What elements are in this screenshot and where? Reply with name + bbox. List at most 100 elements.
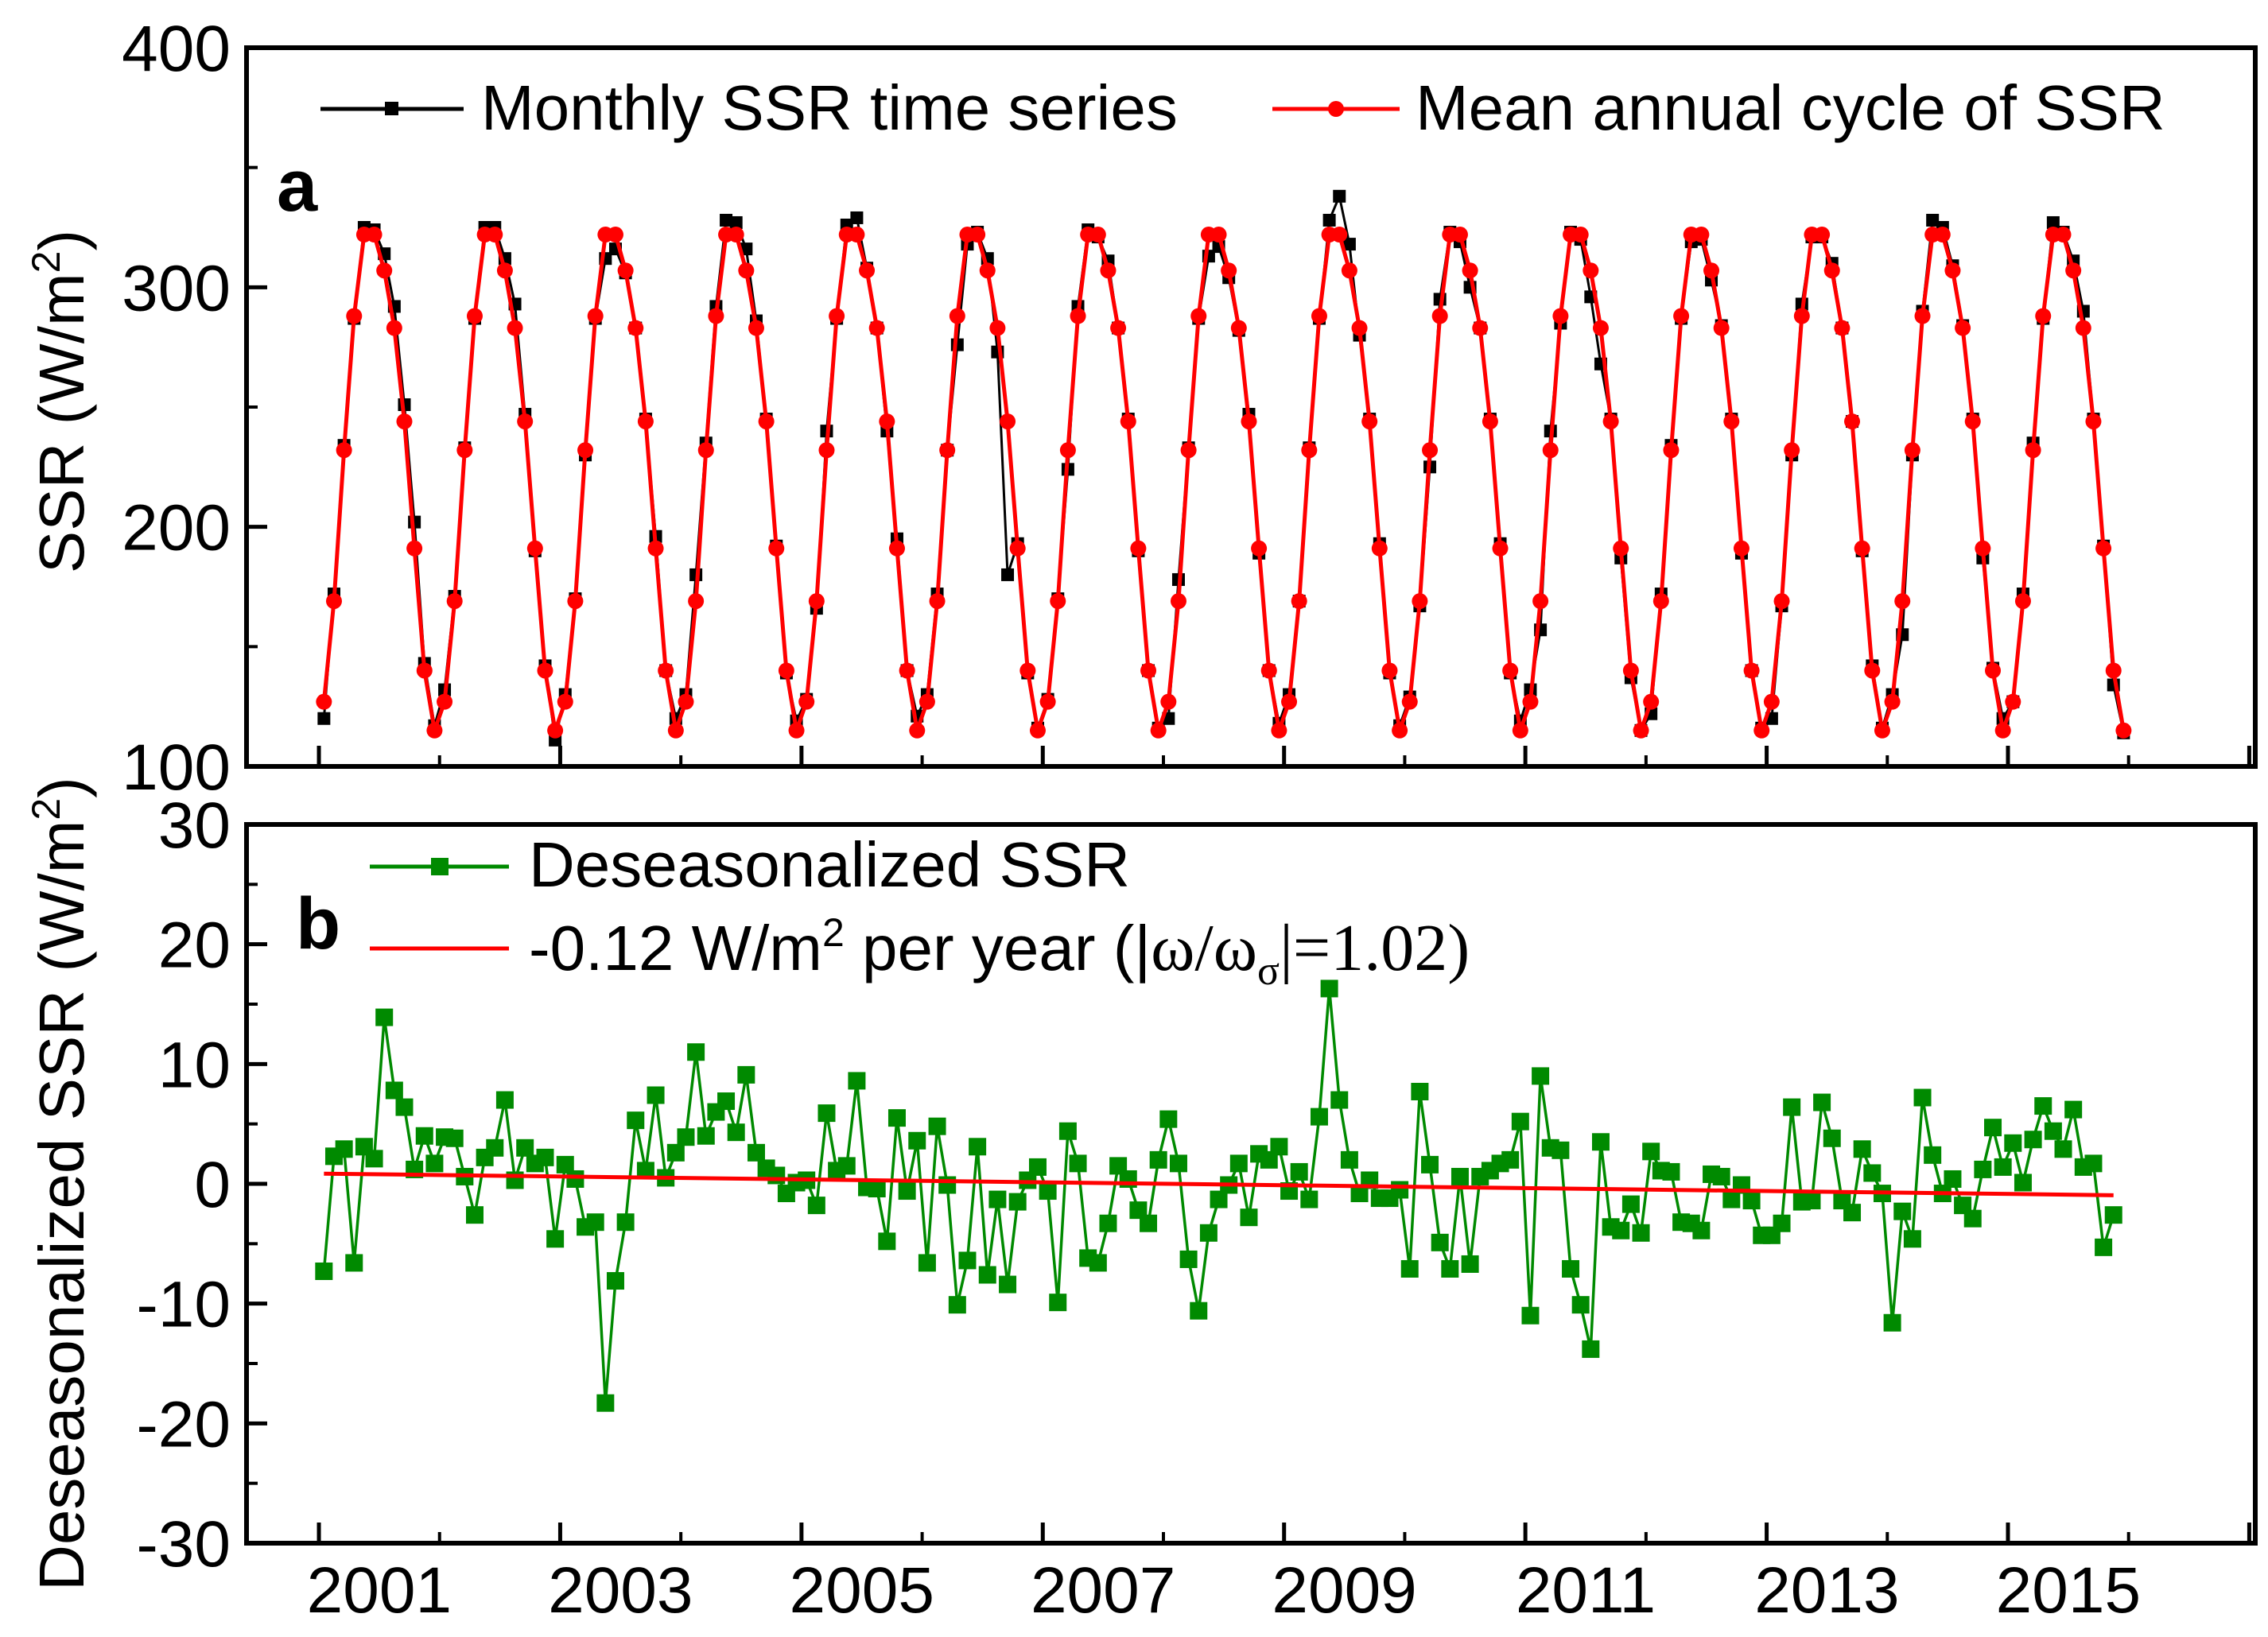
mean-annual-cycle-point: [1583, 262, 1599, 279]
legend-entry-monthly-ssr: Monthly SSR time series: [320, 72, 1178, 143]
panel-b-y-axis-title: Deseasonalized SSR (W/m2): [24, 777, 97, 1591]
series-deseasonalized-ssr: [315, 979, 2122, 1412]
deseasonalized-ssr-point: [848, 1072, 866, 1090]
deseasonalized-ssr-point: [1783, 1098, 1801, 1116]
mean-annual-cycle-point: [1009, 540, 1026, 557]
deseasonalized-ssr-point: [1008, 1193, 1027, 1211]
mean-annual-cycle-point: [1412, 593, 1428, 610]
deseasonalized-ssr-point: [556, 1155, 574, 1173]
deseasonalized-ssr-point: [1562, 1259, 1580, 1278]
x-tick-label: 2011: [1516, 1554, 1656, 1627]
mean-annual-cycle-point: [1622, 662, 1639, 679]
y-tick-label: 0: [194, 1149, 231, 1221]
mean-annual-cycle-point: [487, 227, 503, 243]
mean-annual-cycle-point: [1522, 693, 1539, 710]
deseasonalized-ssr-point: [908, 1131, 926, 1150]
deseasonalized-ssr-point: [1330, 1091, 1349, 1109]
mean-annual-cycle-point: [1934, 227, 1951, 243]
deseasonalized-ssr-point: [717, 1092, 736, 1111]
deseasonalized-ssr-point: [999, 1275, 1017, 1294]
mean-annual-cycle-point: [396, 413, 413, 430]
deseasonalized-ssr-point: [1320, 979, 1338, 998]
mean-annual-cycle-point: [1472, 320, 1489, 336]
monthly-ssr-point: [1322, 213, 1336, 227]
deseasonalized-ssr-point: [345, 1254, 363, 1272]
deseasonalized-ssr-point: [1532, 1067, 1550, 1085]
deseasonalized-ssr-point: [1511, 1112, 1529, 1131]
y-tick-label: -30: [136, 1508, 231, 1581]
mean-annual-cycle-point: [2025, 442, 2041, 459]
y-tick-label: -20: [136, 1388, 231, 1460]
mean-annual-cycle-point: [1059, 442, 1076, 459]
deseasonalized-ssr-point: [1179, 1250, 1198, 1268]
deseasonalized-ssr-point: [465, 1206, 484, 1224]
mean-annual-cycle-point: [758, 413, 775, 430]
mean-annual-cycle-point: [1894, 593, 1911, 610]
series-trend-line: [324, 1171, 2114, 1197]
mean-annual-cycle-point: [798, 693, 815, 710]
mean-annual-cycle-point: [829, 308, 845, 324]
deseasonalized-ssr-point: [1893, 1202, 1912, 1220]
mean-annual-cycle-point: [1371, 540, 1388, 557]
mean-annual-cycle-point: [728, 227, 744, 243]
mean-annual-cycle-point: [1994, 722, 2011, 739]
mean-annual-cycle-point: [547, 722, 564, 739]
mean-annual-cycle-point: [386, 320, 402, 336]
x-tick-label: 2003: [548, 1554, 693, 1627]
deseasonalized-ssr-point: [1260, 1150, 1278, 1169]
monthly-ssr-point: [1926, 213, 1940, 227]
deseasonalized-ssr-point: [586, 1213, 604, 1232]
mean-annual-cycle-point: [617, 262, 634, 279]
deseasonalized-ssr-point: [1984, 1119, 2002, 1137]
deseasonalized-ssr-point: [958, 1251, 977, 1270]
deseasonalized-ssr-point: [697, 1127, 715, 1145]
deseasonalized-ssr-point: [1210, 1190, 1228, 1208]
mean-annual-cycle-point: [1512, 722, 1528, 739]
x-tick-label: 2005: [790, 1554, 934, 1627]
mean-annual-cycle-point: [708, 308, 724, 324]
mean-annual-cycle-point: [557, 693, 573, 710]
deseasonalized-ssr-point: [747, 1143, 765, 1162]
y-tick-label: -10: [136, 1269, 231, 1341]
deseasonalized-ssr-point: [2064, 1100, 2083, 1119]
mean-annual-cycle-point: [1100, 262, 1117, 279]
mean-annual-cycle-point: [678, 693, 694, 710]
mean-annual-cycle-point: [868, 320, 885, 336]
deseasonalized-ssr-point: [1632, 1224, 1650, 1242]
mean-annual-cycle-point: [1592, 320, 1609, 336]
mean-annual-cycle-point: [1301, 442, 1318, 459]
deseasonalized-ssr-point: [1662, 1162, 1680, 1181]
mean-annual-cycle-point: [1854, 540, 1870, 557]
mean-annual-cycle-point: [1723, 413, 1740, 430]
mean-annual-cycle-point: [1703, 262, 1720, 279]
x-tick-label: 2015: [1996, 1554, 2141, 1627]
legend-entry-deseasonalized-ssr: Deseasonalized SSR: [370, 829, 1130, 900]
deseasonalized-ssr-point: [1963, 1209, 1982, 1228]
mean-annual-cycle-point: [496, 262, 513, 279]
y-tick-label: 300: [122, 252, 231, 324]
deseasonalized-ssr-point: [1883, 1313, 1901, 1332]
mean-annual-cycle-point: [1361, 413, 1378, 430]
deseasonalized-ssr-point: [837, 1157, 856, 1175]
mean-annual-cycle-point: [808, 593, 825, 610]
deseasonalized-ssr-point: [1411, 1082, 1429, 1100]
mean-annual-cycle-point: [1864, 662, 1881, 679]
deseasonalized-ssr-point: [1310, 1107, 1328, 1126]
panel-b-x-ticks: 2001 2003 2005 2007 2009 2011 2013 2015: [307, 1523, 2251, 1627]
mean-annual-cycle-point: [1652, 593, 1669, 610]
mean-annual-cycle-point: [1733, 540, 1750, 557]
deseasonalized-ssr-point: [2014, 1173, 2032, 1192]
mean-annual-cycle-point: [909, 722, 926, 739]
mean-annual-cycle-point: [1392, 722, 1408, 739]
mean-annual-cycle-point: [1281, 693, 1298, 710]
mean-annual-cycle-point: [466, 308, 483, 324]
deseasonalized-ssr-point: [596, 1394, 615, 1412]
mean-annual-cycle-point: [446, 593, 463, 610]
monthly-ssr-point: [2046, 215, 2060, 229]
mean-annual-cycle-point: [1311, 308, 1327, 324]
mean-annual-cycle-point: [1029, 722, 1046, 739]
deseasonalized-ssr-point: [1140, 1214, 1158, 1232]
deseasonalized-ssr-point: [687, 1043, 705, 1061]
mean-annual-cycle-point: [627, 320, 644, 336]
deseasonalized-ssr-point: [1642, 1142, 1660, 1161]
